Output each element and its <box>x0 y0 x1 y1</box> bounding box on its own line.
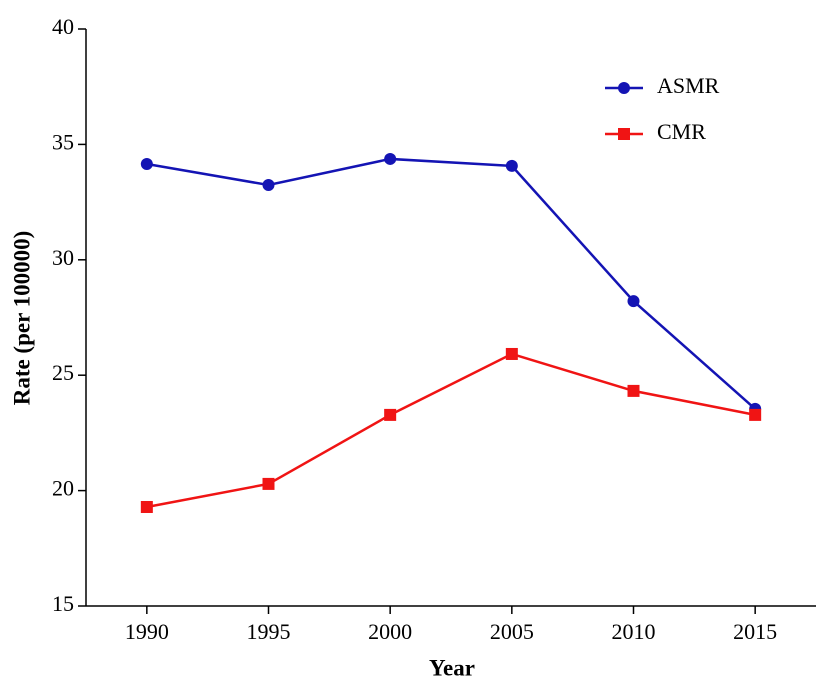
series-line <box>146 352 756 509</box>
legend-label: CMR <box>657 119 706 144</box>
y-tick-label: 15 <box>52 591 74 616</box>
x-tick-label: 2005 <box>490 619 534 644</box>
y-tick-label: 40 <box>52 14 74 39</box>
marker <box>627 295 640 308</box>
marker <box>505 347 518 360</box>
x-tick-label: 2015 <box>733 619 777 644</box>
legend-marker <box>618 82 630 94</box>
marker <box>627 384 640 397</box>
marker <box>140 158 153 171</box>
y-tick-label: 35 <box>52 129 74 154</box>
marker <box>262 477 275 490</box>
legend-label: ASMR <box>657 73 720 98</box>
marker <box>262 179 275 192</box>
x-tick-label: 1990 <box>125 619 169 644</box>
marker <box>384 152 397 165</box>
x-axis-title: Year <box>429 655 475 680</box>
y-tick-label: 30 <box>52 245 74 270</box>
marker <box>140 500 153 513</box>
marker <box>505 159 518 172</box>
x-tick-label: 2010 <box>612 619 656 644</box>
y-tick-label: 25 <box>52 360 74 385</box>
marker <box>749 408 762 421</box>
series-line <box>146 157 756 410</box>
y-axis-title: Rate (per 100000) <box>9 231 34 406</box>
y-tick-label: 20 <box>52 476 74 501</box>
legend-marker <box>618 128 630 140</box>
x-tick-label: 2000 <box>368 619 412 644</box>
marker <box>384 408 397 421</box>
x-tick-label: 1995 <box>247 619 291 644</box>
